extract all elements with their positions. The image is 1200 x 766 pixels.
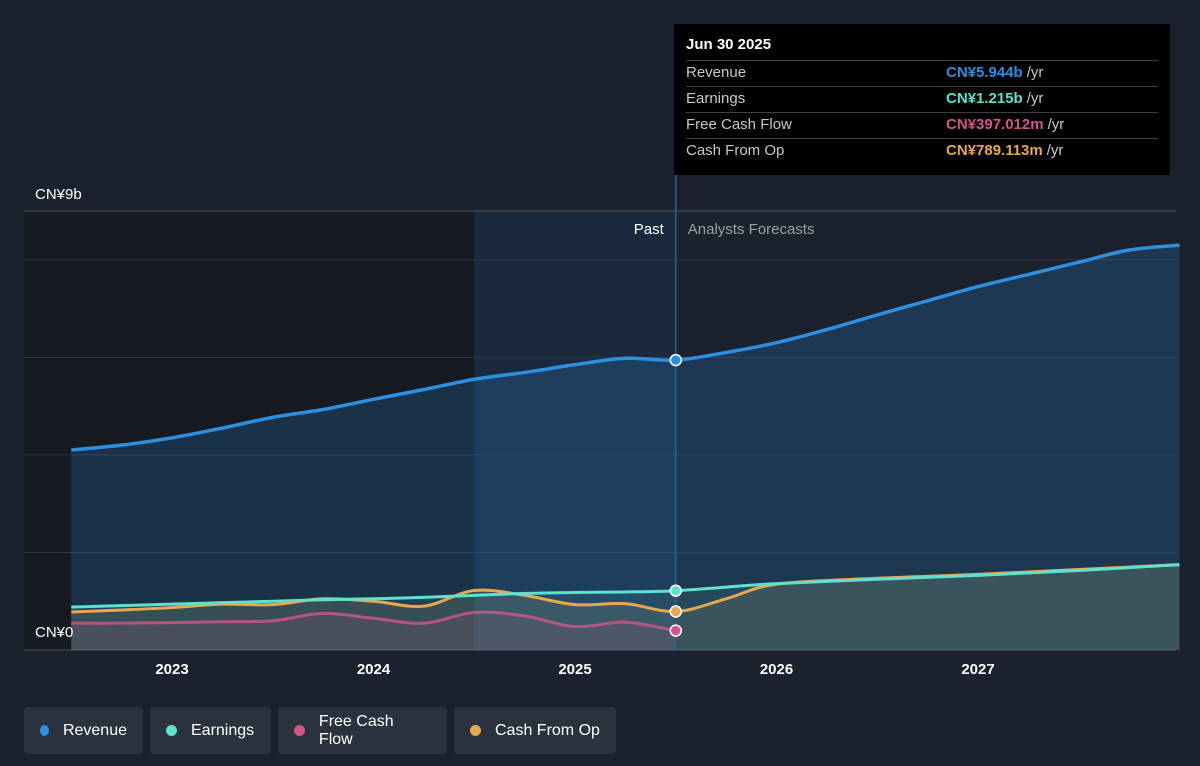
revenue-line xyxy=(71,243,1180,452)
earnings-point xyxy=(669,584,682,597)
legend-label: Cash From Op xyxy=(495,721,600,739)
y-axis-bottom-label: CN¥0 xyxy=(35,624,73,641)
x-tick-label: 2023 xyxy=(155,661,188,678)
chart-legend: Revenue Earnings Free Cash Flow Cash Fro… xyxy=(24,707,616,754)
tooltip-label: Earnings xyxy=(686,90,746,107)
legend-label: Free Cash Flow xyxy=(318,712,394,748)
revenue-area xyxy=(71,245,1180,650)
free-cash-flow-point xyxy=(669,624,682,637)
tooltip-value: CN¥5.944b xyxy=(946,64,1023,81)
tooltip-unit: /yr xyxy=(1047,116,1065,133)
tooltip-unit: /yr xyxy=(1026,64,1044,81)
tooltip-label: Free Cash Flow xyxy=(686,116,792,133)
forecast-label: Analysts Forecasts xyxy=(688,221,815,238)
legend-dot-icon xyxy=(294,725,305,736)
x-tick-label: 2026 xyxy=(760,661,793,678)
past-highlight-region xyxy=(474,211,676,650)
revenue-point xyxy=(669,353,682,367)
cash-from-op-area xyxy=(71,564,1180,650)
legend-item-free-cash-flow[interactable]: Free Cash Flow xyxy=(278,707,447,754)
x-tick-label: 2025 xyxy=(558,661,591,678)
x-tick-label: 2027 xyxy=(961,661,994,678)
tooltip-row-free-cash-flow: Free Cash Flow CN¥397.012m /yr xyxy=(686,112,1158,138)
tooltip-date: Jun 30 2025 xyxy=(686,36,772,53)
legend-item-cash-from-op[interactable]: Cash From Op xyxy=(454,707,616,754)
earnings-area xyxy=(71,564,1180,650)
tooltip-row-earnings: Earnings CN¥1.215b /yr xyxy=(686,86,1158,112)
legend-dot-icon xyxy=(40,725,49,736)
tooltip-value: CN¥789.113m xyxy=(946,142,1043,159)
tooltip-label: Revenue xyxy=(686,64,747,81)
legend-label: Revenue xyxy=(62,721,127,739)
free-cash-flow-line xyxy=(71,610,677,633)
tooltip-value: CN¥397.012m xyxy=(946,116,1044,133)
legend-dot-icon xyxy=(470,725,481,736)
tooltip-row-cash-from-op: Cash From Op CN¥789.113m /yr xyxy=(686,138,1158,164)
x-tick-label: 2024 xyxy=(357,661,391,678)
free-cash-flow-area xyxy=(71,612,676,650)
legend-item-earnings[interactable]: Earnings xyxy=(150,707,271,754)
tooltip-label: Cash From Op xyxy=(686,142,785,159)
past-label: Past xyxy=(634,221,665,238)
tooltip-row-revenue: Revenue CN¥5.944b /yr xyxy=(686,60,1158,86)
y-axis-top-label: CN¥9b xyxy=(35,186,82,203)
legend-label: Earnings xyxy=(191,721,255,739)
tooltip-unit: /yr xyxy=(1046,142,1064,159)
legend-item-revenue[interactable]: Revenue xyxy=(24,707,143,754)
cash-from-op-point xyxy=(669,605,682,618)
earnings-line xyxy=(71,563,1180,609)
legend-dot-icon xyxy=(166,725,177,736)
tooltip-value: CN¥1.215b xyxy=(946,90,1023,107)
tooltip-unit: /yr xyxy=(1026,90,1044,107)
hover-tooltip: Jun 30 2025 Revenue CN¥5.944b /yr Earnin… xyxy=(674,24,1170,175)
